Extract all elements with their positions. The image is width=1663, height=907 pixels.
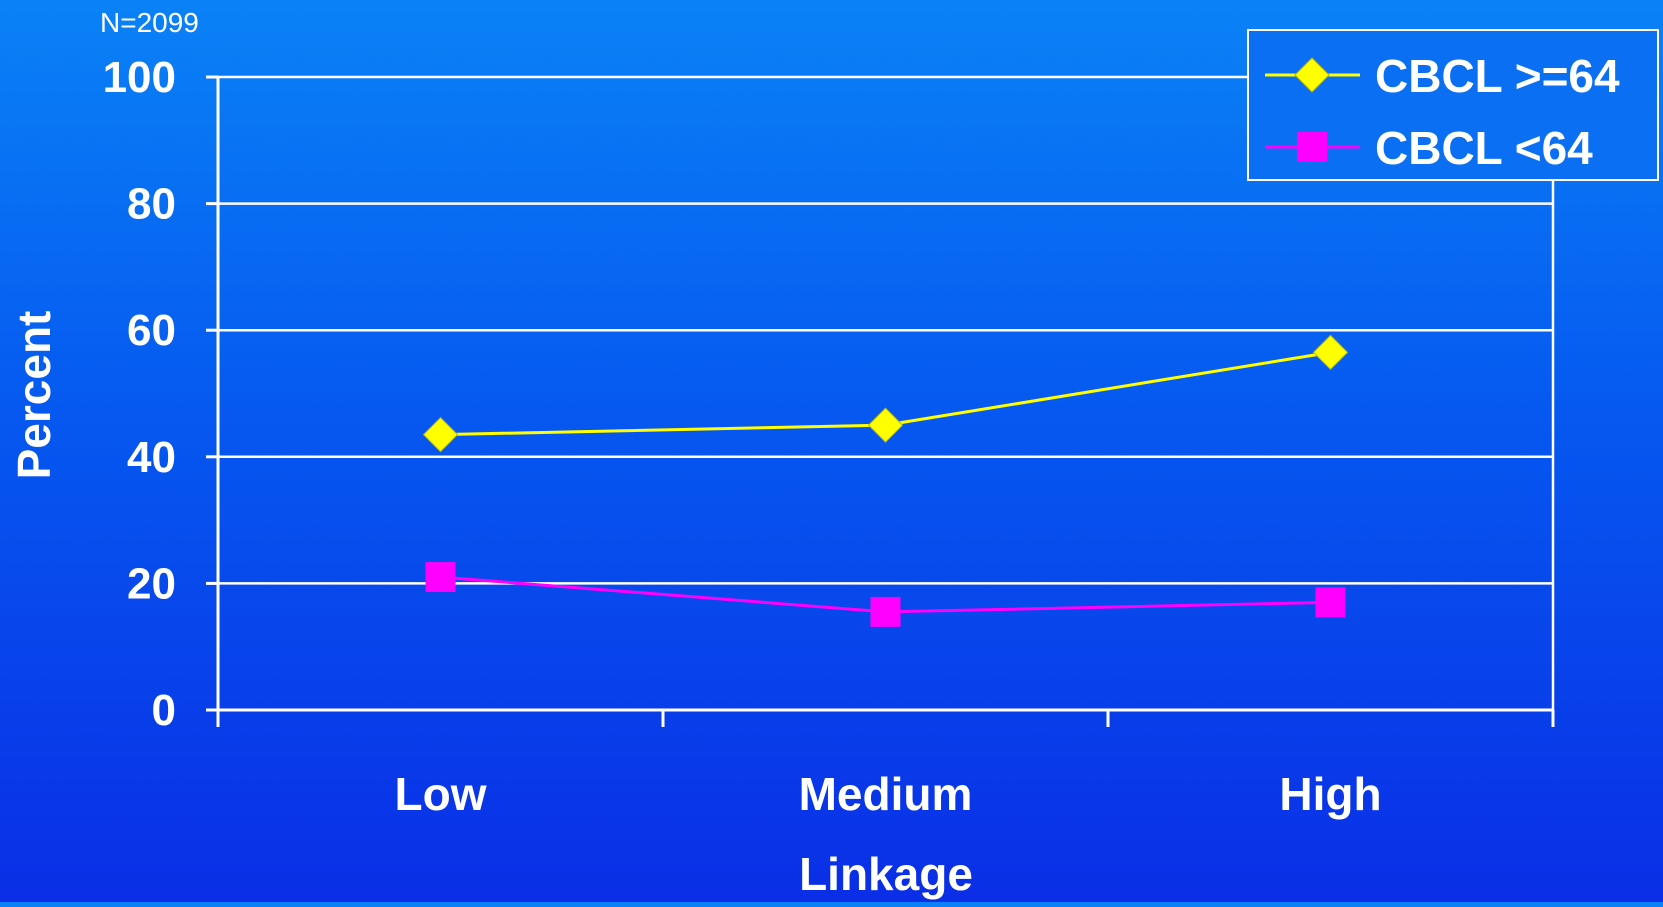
label-layer: N=2099 Linkage Percent 0 20 40 60 80 100 Low Me… (8, 7, 1382, 900)
sample-size-note: N=2099 (100, 7, 199, 38)
y-tick-label: 60 (127, 306, 176, 355)
legend: CBCL >=64 CBCL <64 (1247, 29, 1659, 181)
y-tick-label: 100 (103, 53, 176, 102)
data-point (422, 416, 459, 453)
x-tick-label: High (1279, 768, 1381, 820)
legend-marker (1294, 57, 1330, 93)
data-point (870, 596, 901, 627)
x-tick-label: Low (395, 768, 487, 820)
axis-layer (206, 75, 1555, 727)
y-axis-title: Percent (8, 311, 60, 480)
legend-label: CBCL <64 (1375, 122, 1593, 174)
legend-label: CBCL >=64 (1375, 50, 1620, 102)
y-tick-label: 80 (127, 180, 176, 229)
data-point (1315, 587, 1346, 618)
y-tick-label: 0 (152, 686, 176, 735)
x-tick-label: Medium (799, 768, 973, 820)
data-point (1312, 334, 1349, 371)
data-point (425, 562, 456, 593)
data-point (867, 407, 904, 443)
y-tick-label: 20 (127, 559, 176, 608)
y-tick-label: 40 (127, 433, 176, 482)
x-axis-title: Linkage (799, 848, 973, 900)
series-layer (422, 334, 1349, 627)
legend-marker (1297, 132, 1327, 162)
